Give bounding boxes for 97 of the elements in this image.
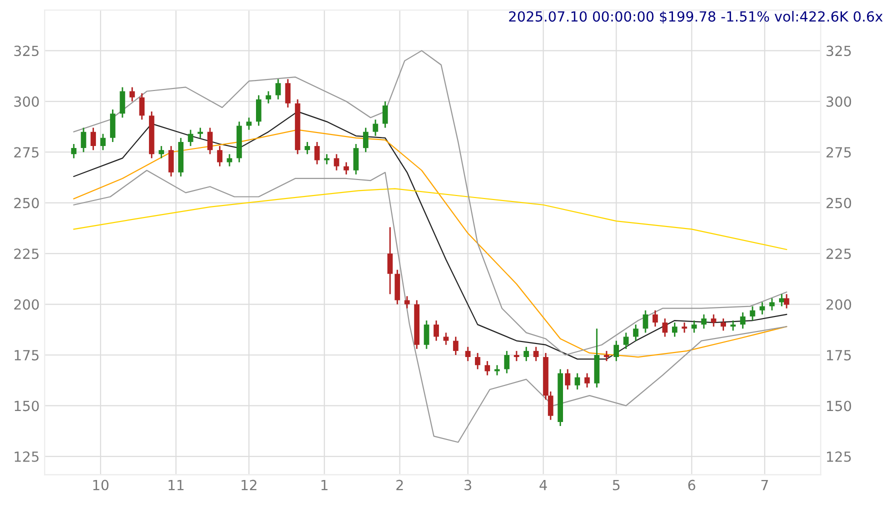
candlestick xyxy=(139,92,145,120)
candlestick xyxy=(314,141,320,165)
x-tick-label: 2 xyxy=(396,480,403,490)
candlestick xyxy=(710,314,716,328)
candlestick xyxy=(90,127,96,151)
candlestick xyxy=(256,94,262,126)
candlestick xyxy=(524,346,529,362)
y-tick-label: 200 xyxy=(14,299,39,310)
candlestick xyxy=(404,295,410,310)
y-tick-label: 325 xyxy=(14,46,39,56)
x-tick-label: 7 xyxy=(761,480,768,490)
x-tick-label: 6 xyxy=(688,480,696,490)
line-series xyxy=(73,50,788,356)
y2-tick-label: 175 xyxy=(827,350,851,360)
candlestick xyxy=(304,141,310,155)
candlestick xyxy=(514,350,520,362)
y-tick-label: 150 xyxy=(14,400,39,412)
candlestick xyxy=(533,346,539,362)
candlestick xyxy=(246,116,252,130)
candlestick xyxy=(642,310,648,334)
candlestick xyxy=(387,226,393,295)
x-tick-label: 5 xyxy=(612,480,620,490)
y-tick-label: 250 xyxy=(14,198,39,208)
candlestick xyxy=(71,143,76,159)
candlestick xyxy=(760,302,765,316)
candlestick xyxy=(614,340,619,362)
candlestick xyxy=(434,320,439,342)
y-tick-label: 225 xyxy=(14,248,39,260)
candlestick xyxy=(424,320,430,350)
candlestick xyxy=(363,127,368,153)
candlestick xyxy=(604,350,610,362)
candlestick xyxy=(453,336,458,356)
y-tick-label: 175 xyxy=(14,350,39,360)
candlestick xyxy=(779,293,784,308)
candlestick xyxy=(344,162,349,176)
candlestick xyxy=(484,360,490,376)
candlestick xyxy=(623,332,629,350)
candlestick xyxy=(662,318,668,338)
y2-tick-label: 300 xyxy=(826,96,852,107)
candlestick xyxy=(226,153,232,168)
candlestick xyxy=(207,127,213,155)
candlestick xyxy=(353,143,359,176)
y-tick-label: 300 xyxy=(14,96,39,107)
x-tick-label: 11 xyxy=(168,480,184,490)
candlestick xyxy=(324,153,330,165)
y-tick-label: 125 xyxy=(14,451,39,462)
candlestick xyxy=(266,90,272,104)
candlestick xyxy=(188,129,194,147)
y2-tick-label: 325 xyxy=(826,46,851,56)
candlestick xyxy=(769,298,775,312)
y2-tick-label: 275 xyxy=(826,147,851,158)
x-tick-label: 1 xyxy=(321,480,328,490)
y2-tick-label: 200 xyxy=(826,299,852,310)
x-tick-label: 10 xyxy=(93,480,108,490)
candlestick xyxy=(691,320,697,334)
candlestick xyxy=(750,306,756,322)
candlestick xyxy=(494,364,500,376)
candlestick xyxy=(130,86,135,102)
candlestick xyxy=(372,118,378,137)
y2-tick-label: 225 xyxy=(826,248,851,260)
candlestick xyxy=(784,293,790,310)
y-tick-label: 275 xyxy=(14,147,39,158)
candlestick xyxy=(740,312,746,330)
y2-tick-label: 250 xyxy=(826,198,852,208)
x-tick-label: 3 xyxy=(464,480,472,490)
candlestick xyxy=(564,368,570,390)
line-series xyxy=(73,188,788,250)
chart-title: 2025.07.10 00:00:00 $199.78 -1.51% vol:422.6K 0.6x xyxy=(509,10,883,24)
candlestick xyxy=(465,346,471,362)
candlestick xyxy=(701,314,707,330)
candlestick xyxy=(584,372,590,388)
candlestick xyxy=(574,372,580,390)
candlestick xyxy=(504,350,510,374)
candlestick xyxy=(198,127,203,139)
candlestick xyxy=(672,322,678,338)
candlestick xyxy=(168,145,174,178)
line-series xyxy=(73,170,788,443)
candlestick xyxy=(730,320,736,332)
candlestick xyxy=(334,153,340,172)
y2-tick-label: 150 xyxy=(827,400,852,412)
candlestick xyxy=(443,332,449,346)
candlestick xyxy=(80,127,86,153)
candlestick xyxy=(633,324,638,342)
candlestick xyxy=(217,145,222,168)
candlestick xyxy=(100,133,106,151)
candlestick xyxy=(120,86,126,118)
y2-tick-label: 125 xyxy=(827,451,851,462)
x-tick-label: 4 xyxy=(540,480,547,490)
candlestick xyxy=(382,100,388,128)
candlestick xyxy=(652,310,658,328)
x-tick-label: 12 xyxy=(242,480,256,490)
candlestick xyxy=(275,78,281,100)
candlestick xyxy=(720,318,726,332)
candlestick xyxy=(474,352,480,370)
candlestick xyxy=(285,78,291,108)
candlestick xyxy=(682,322,688,334)
candlestick xyxy=(158,145,164,159)
